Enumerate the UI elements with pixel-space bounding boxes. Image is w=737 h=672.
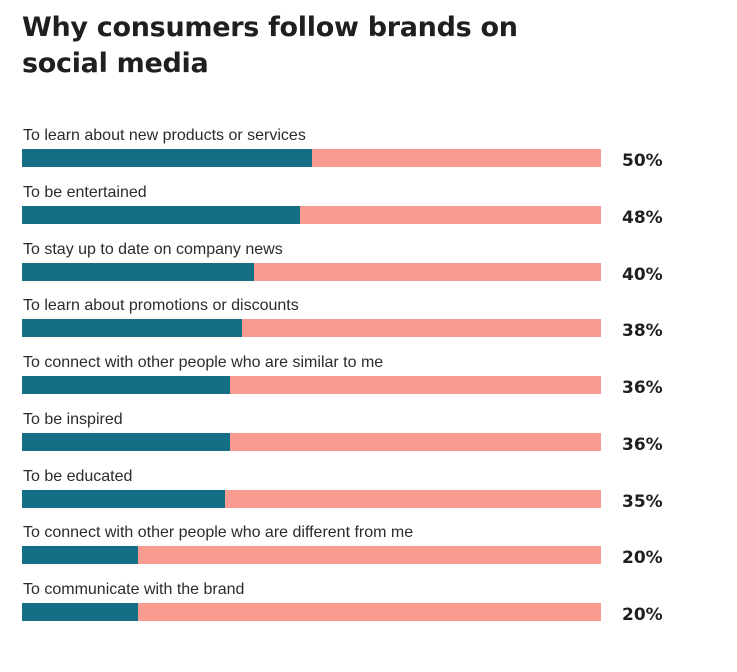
value-label: 20% — [622, 605, 663, 625]
chart-title: Why consumers follow brands on social me… — [22, 12, 518, 79]
bar-value — [22, 205, 300, 224]
value-label: 36% — [622, 378, 663, 398]
bar-value — [22, 149, 312, 167]
category-label: To be educated — [23, 467, 133, 485]
bar-row: To connect with other people who are dif… — [0, 524, 737, 580]
bar-value — [22, 432, 231, 451]
bar-row: To learn about new products or services 5… — [0, 127, 737, 183]
bar-value — [22, 546, 138, 565]
bar-remainder — [22, 603, 601, 621]
bar-remainder — [22, 546, 601, 565]
bar-row: To be entertained 48% — [0, 184, 737, 240]
bar-remainder — [22, 205, 601, 224]
bar-row: To connect with other people who are sim… — [0, 354, 737, 410]
bar-row: To be inspired 36% — [0, 411, 737, 467]
bar-remainder — [22, 376, 601, 394]
category-label: To be entertained — [23, 183, 147, 201]
bar-remainder — [22, 319, 601, 338]
bar-row: To learn about promotions or discounts 38… — [0, 297, 737, 353]
bar-value — [22, 489, 225, 508]
bar-remainder — [22, 432, 601, 451]
category-label: To connect with other people who are dif… — [23, 524, 414, 542]
bar-value — [22, 376, 231, 394]
value-label: 48% — [622, 207, 663, 228]
value-label: 35% — [622, 491, 663, 512]
bar-row: To be educated 35% — [0, 468, 737, 524]
bar-remainder — [22, 149, 601, 167]
value-label: 50% — [622, 151, 663, 171]
bar-value — [22, 603, 138, 621]
category-label: To communicate with the brand — [23, 581, 245, 598]
category-label: To learn about new products or services — [23, 127, 306, 144]
value-label: 20% — [622, 548, 663, 569]
value-label: 38% — [622, 321, 663, 342]
category-label: To stay up to date on company news — [23, 240, 283, 258]
value-label: 36% — [622, 434, 663, 455]
category-label: To connect with other people who are sim… — [23, 354, 384, 371]
category-label: To learn about promotions or discounts — [23, 297, 299, 315]
category-label: To be inspired — [23, 410, 123, 428]
bar-remainder — [22, 489, 601, 508]
bar-value — [22, 262, 254, 281]
bar-value — [22, 319, 243, 338]
bar-row: To communicate with the brand 20% — [0, 581, 737, 637]
value-label: 40% — [622, 264, 663, 285]
bar-row: To stay up to date on company news 40% — [0, 241, 737, 297]
bar-remainder — [22, 262, 601, 281]
